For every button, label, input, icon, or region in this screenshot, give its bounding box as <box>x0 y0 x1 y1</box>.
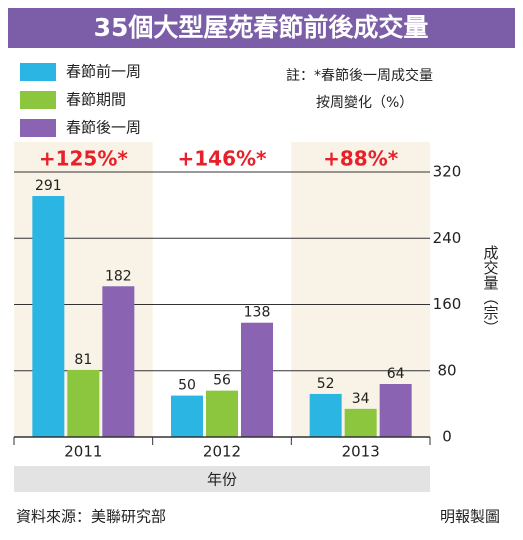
note: 按周變化（%） <box>316 95 413 111</box>
bar <box>32 196 65 437</box>
bar <box>206 390 238 437</box>
x-axis-label: 年份 <box>207 471 237 489</box>
title-bar <box>8 8 515 48</box>
y-tick-label: 0 <box>442 428 452 446</box>
bar <box>67 369 100 437</box>
value-label: 138 <box>244 305 271 321</box>
chart-title: 35個大型屋苑春節前後成交量 <box>94 13 429 42</box>
value-label: 182 <box>105 268 132 284</box>
value-label: 291 <box>35 178 62 194</box>
bar <box>102 286 135 437</box>
y-tick-label: 160 <box>433 295 462 313</box>
bar <box>241 322 273 437</box>
bar <box>379 384 412 437</box>
value-label: 52 <box>317 376 335 392</box>
x-tick-label: 2012 <box>203 443 241 461</box>
annotation: +88%* <box>323 147 399 171</box>
legend-label: 春節後一周 <box>66 119 141 137</box>
annotation: +146%* <box>177 147 267 171</box>
annotation: +125%* <box>39 147 129 171</box>
legend-swatch <box>20 63 56 81</box>
x-tick-label: 2011 <box>64 443 102 461</box>
source: 資料來源：美聯研究部 <box>16 508 166 526</box>
y-axis-label: 成交量（宗） <box>482 245 500 335</box>
value-label: 56 <box>213 373 231 389</box>
value-label: 50 <box>178 378 196 394</box>
legend-swatch <box>20 119 56 137</box>
note: 註：*春節後一周成交量 <box>286 67 433 84</box>
value-label: 34 <box>352 391 370 407</box>
legend-label: 春節前一周 <box>66 63 141 81</box>
legend-label: 春節期間 <box>66 91 126 109</box>
bar <box>344 408 377 437</box>
x-tick-label: 2013 <box>342 443 380 461</box>
credit: 明報製圖 <box>440 508 500 526</box>
value-label: 64 <box>387 366 405 382</box>
y-tick-label: 80 <box>437 361 456 379</box>
x-label-band <box>14 466 430 492</box>
y-tick-label: 320 <box>433 163 462 181</box>
y-tick-label: 240 <box>433 229 462 247</box>
value-label: 81 <box>74 352 92 368</box>
legend-swatch <box>20 91 56 109</box>
bar <box>309 393 342 437</box>
bar <box>171 395 203 437</box>
